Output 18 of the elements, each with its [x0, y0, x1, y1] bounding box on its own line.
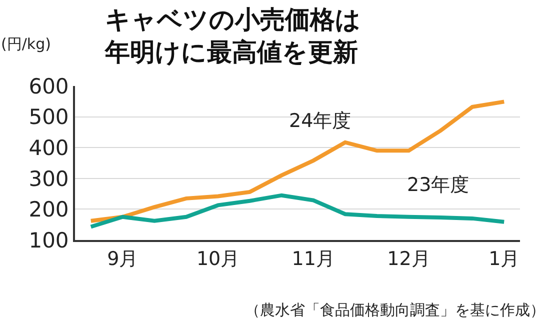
line-series [88, 100, 506, 223]
y-axis-title: (円/kg) [1, 35, 51, 53]
y-tick-label: 200 [28, 198, 69, 222]
x-tick-label: 12月 [387, 248, 430, 270]
series-label: 24年度 [289, 110, 352, 132]
y-tick-label: 600 [28, 74, 69, 98]
y-tick-label: 100 [28, 228, 69, 252]
x-tick-label: 11月 [292, 248, 335, 270]
x-tick-label: 1月 [488, 248, 520, 270]
x-tick-label: 10月 [196, 248, 240, 270]
x-tick-label: 9月 [107, 248, 138, 270]
chart-title: キャベツの小売価格は年明けに最高値を更新 [104, 5, 361, 66]
series-label: 23年度 [407, 174, 470, 196]
line-series [88, 193, 506, 229]
y-tick-label: 300 [28, 166, 69, 191]
y-tick-label: 400 [28, 136, 69, 160]
y-tick-label: 500 [28, 105, 69, 130]
text: （農水省「食品価格動向調査」を基に作成） [245, 301, 545, 319]
